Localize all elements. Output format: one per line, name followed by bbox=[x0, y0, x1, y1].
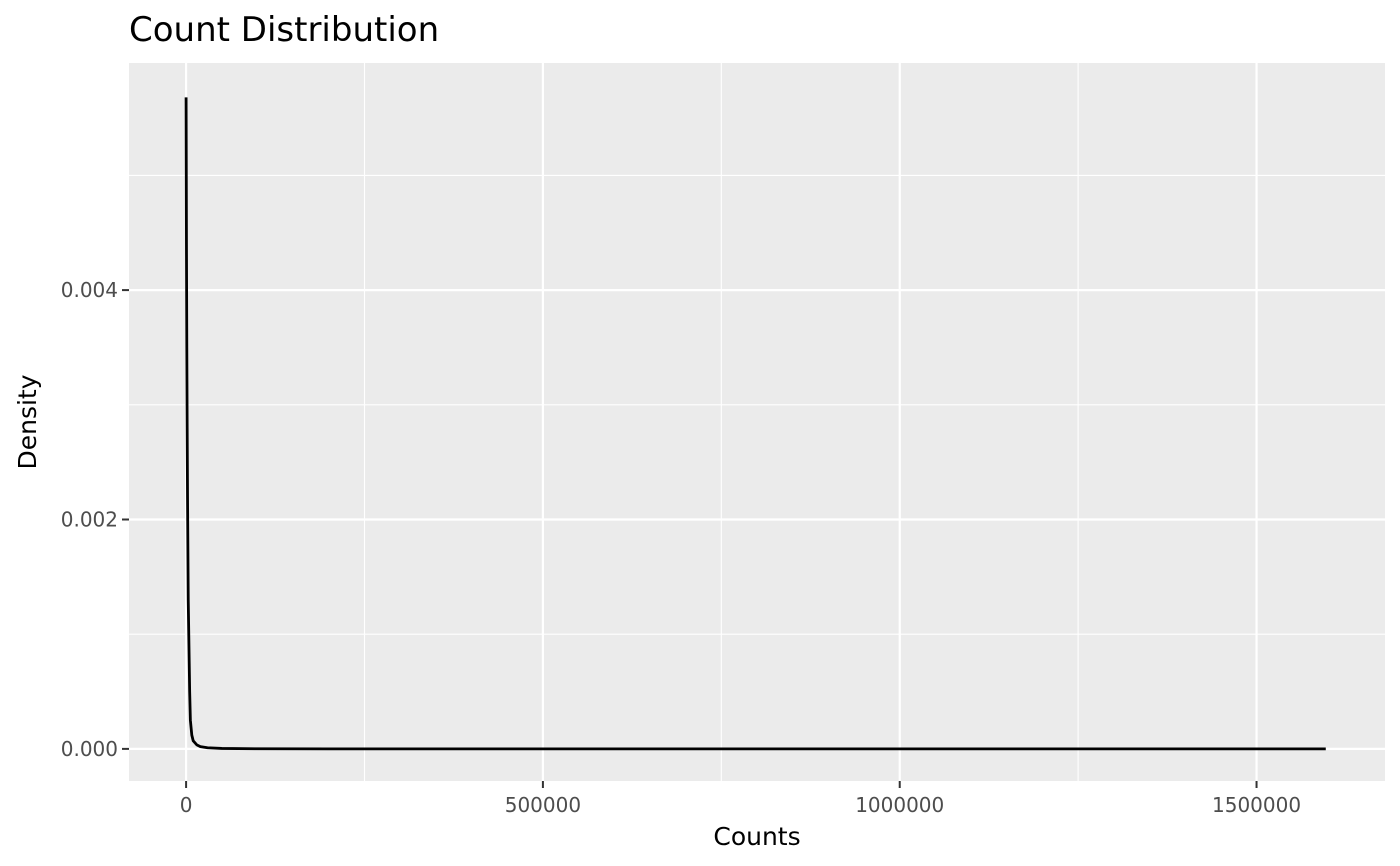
y-tick-label: 0.004 bbox=[61, 278, 118, 302]
x-axis-title: Counts bbox=[713, 822, 800, 851]
minor-gridlines bbox=[129, 63, 1385, 781]
y-axis: 0.000 0.002 0.004 bbox=[61, 278, 129, 761]
y-axis-title: Density bbox=[13, 374, 42, 469]
x-tick-label: 1500000 bbox=[1212, 793, 1301, 817]
x-tick-label: 0 bbox=[180, 793, 193, 817]
plot-panel bbox=[129, 63, 1385, 781]
x-axis: 0 500000 1000000 1500000 bbox=[180, 781, 1301, 817]
y-tick-label: 0.000 bbox=[61, 737, 118, 761]
x-tick-label: 1000000 bbox=[855, 793, 944, 817]
y-tick-label: 0.002 bbox=[61, 507, 118, 531]
x-tick-label: 500000 bbox=[505, 793, 581, 817]
density-line bbox=[184, 97, 1326, 751]
chart-title: Count Distribution bbox=[129, 10, 439, 50]
density-series bbox=[184, 97, 1326, 751]
